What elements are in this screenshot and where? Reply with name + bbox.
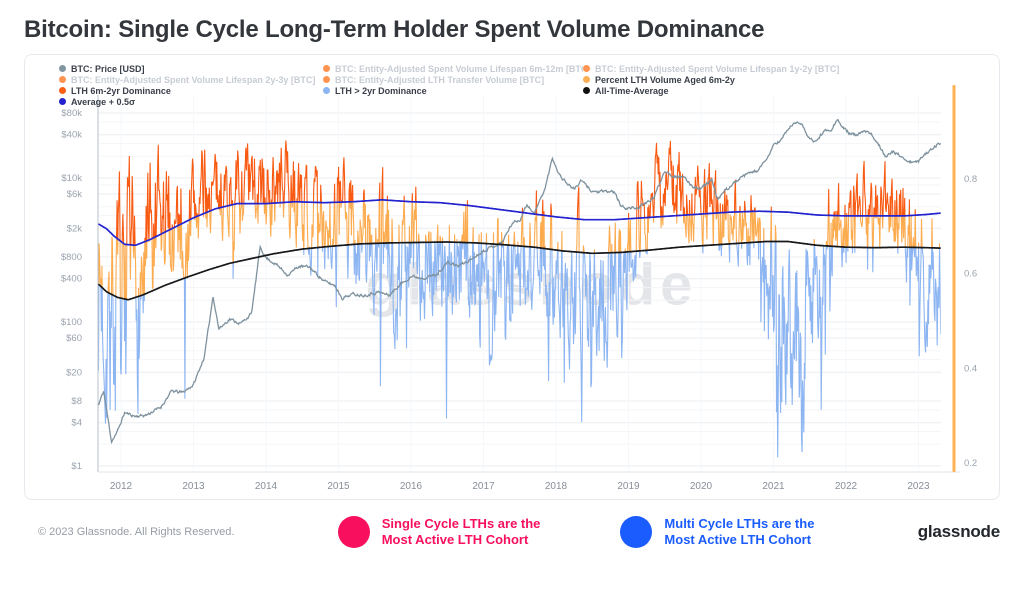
- svg-text:2015: 2015: [327, 481, 350, 492]
- legend-item[interactable]: Average + 0.5σ: [59, 96, 323, 107]
- legend-dot-icon: [583, 76, 590, 83]
- legend-dot-icon: [59, 76, 66, 83]
- legend-dot-icon: [59, 87, 66, 94]
- svg-text:$20: $20: [66, 367, 82, 378]
- legend-item-label: BTC: Entity-Adjusted Spent Volume Lifesp…: [595, 63, 840, 74]
- svg-text:2014: 2014: [255, 481, 278, 492]
- svg-text:$4: $4: [71, 418, 82, 429]
- footer-annotations: Single Cycle LTHs are the Most Active LT…: [234, 516, 917, 549]
- svg-text:$8: $8: [71, 396, 82, 407]
- svg-text:2016: 2016: [400, 481, 423, 492]
- svg-text:0.2: 0.2: [964, 458, 977, 469]
- chart-card: BTC: Price [USD] BTC: Entity-Adjusted Spe…: [24, 54, 1000, 500]
- svg-text:$10k: $10k: [61, 173, 82, 184]
- legend-dot-icon: [59, 98, 66, 105]
- svg-text:2023: 2023: [907, 481, 930, 492]
- svg-text:2017: 2017: [472, 481, 495, 492]
- legend-item[interactable]: Percent LTH Volume Aged 6m-2y: [583, 74, 991, 85]
- legend-item[interactable]: All-Time-Average: [583, 85, 991, 96]
- legend-dot-icon: [583, 87, 590, 94]
- legend-item[interactable]: BTC: Entity-Adjusted LTH Transfer Volume…: [323, 74, 583, 85]
- footer: © 2023 Glassnode. All Rights Reserved. S…: [0, 500, 1024, 549]
- legend-item-label: BTC: Price [USD]: [71, 63, 145, 74]
- legend-item-label: BTC: Entity-Adjusted Spent Volume Lifesp…: [335, 63, 583, 74]
- svg-text:$1: $1: [71, 461, 82, 472]
- page-title: Bitcoin: Single Cycle Long-Term Holder S…: [24, 16, 765, 43]
- legend-item-label: BTC: Entity-Adjusted Spent Volume Lifesp…: [71, 74, 316, 85]
- svg-text:2012: 2012: [110, 481, 133, 492]
- chart-plot[interactable]: $80k $40k $10k $6k $2k $800 $400 $100 $60 $20 $8 $4…: [25, 55, 1000, 500]
- svg-text:0.4: 0.4: [964, 363, 977, 374]
- svg-text:2018: 2018: [545, 481, 568, 492]
- legend-item[interactable]: BTC: Entity-Adjusted Spent Volume Lifesp…: [583, 63, 991, 74]
- annotation-line: Most Active LTH Cohort: [381, 532, 529, 548]
- svg-text:$40k: $40k: [61, 130, 82, 141]
- annotation-line: Most Active LTH Cohort: [664, 532, 812, 548]
- legend-item-label: All-Time-Average: [595, 85, 669, 96]
- svg-text:$80k: $80k: [61, 108, 82, 119]
- svg-text:$2k: $2k: [67, 223, 83, 234]
- annotation-multi-cycle: Multi Cycle LTHs are the Most Active LTH…: [620, 516, 814, 549]
- legend-item-label: LTH > 2yr Dominance: [335, 85, 427, 96]
- legend-item[interactable]: BTC: Price [USD]: [59, 63, 323, 74]
- svg-text:$800: $800: [61, 252, 82, 263]
- svg-text:0.8: 0.8: [964, 174, 977, 185]
- svg-text:2019: 2019: [617, 481, 640, 492]
- legend-item[interactable]: LTH > 2yr Dominance: [323, 85, 583, 96]
- multi-cycle-circle-icon: [620, 516, 653, 549]
- legend-item-label: BTC: Entity-Adjusted LTH Transfer Volume…: [335, 74, 545, 85]
- legend-item[interactable]: BTC: Entity-Adjusted Spent Volume Lifesp…: [323, 63, 583, 74]
- svg-text:2020: 2020: [690, 481, 713, 492]
- glassnode-logo: glassnode: [917, 522, 1000, 542]
- chart-legend: BTC: Price [USD] BTC: Entity-Adjusted Spe…: [59, 63, 991, 107]
- annotation-single-cycle: Single Cycle LTHs are the Most Active LT…: [337, 516, 541, 549]
- legend-dot-icon: [323, 76, 330, 83]
- svg-text:2021: 2021: [762, 481, 785, 492]
- legend-dot-icon: [323, 87, 330, 94]
- legend-item-label: Percent LTH Volume Aged 6m-2y: [595, 74, 735, 85]
- svg-text:0.6: 0.6: [964, 269, 977, 280]
- annotation-line: Multi Cycle LTHs are the: [664, 516, 815, 531]
- legend-item-label: Average + 0.5σ: [71, 96, 136, 107]
- legend-dot-icon: [323, 65, 330, 72]
- legend-dot-icon: [583, 65, 590, 72]
- svg-text:2013: 2013: [182, 481, 205, 492]
- legend-item[interactable]: LTH 6m-2yr Dominance: [59, 85, 323, 96]
- legend-dot-icon: [59, 65, 66, 72]
- svg-text:$60: $60: [66, 333, 82, 344]
- svg-text:2022: 2022: [835, 481, 858, 492]
- copyright: © 2023 Glassnode. All Rights Reserved.: [38, 526, 235, 539]
- single-cycle-circle-icon: [337, 516, 370, 549]
- svg-text:$100: $100: [61, 317, 82, 328]
- chart-area[interactable]: glassnode $80k $40k $10k $6k $2k $800 $400 $100…: [25, 55, 999, 499]
- svg-text:$6k: $6k: [67, 189, 83, 200]
- legend-item-label: LTH 6m-2yr Dominance: [71, 85, 171, 96]
- annotation-line: Single Cycle LTHs are the: [381, 516, 541, 531]
- svg-text:$400: $400: [61, 274, 82, 285]
- legend-item[interactable]: BTC: Entity-Adjusted Spent Volume Lifesp…: [59, 74, 323, 85]
